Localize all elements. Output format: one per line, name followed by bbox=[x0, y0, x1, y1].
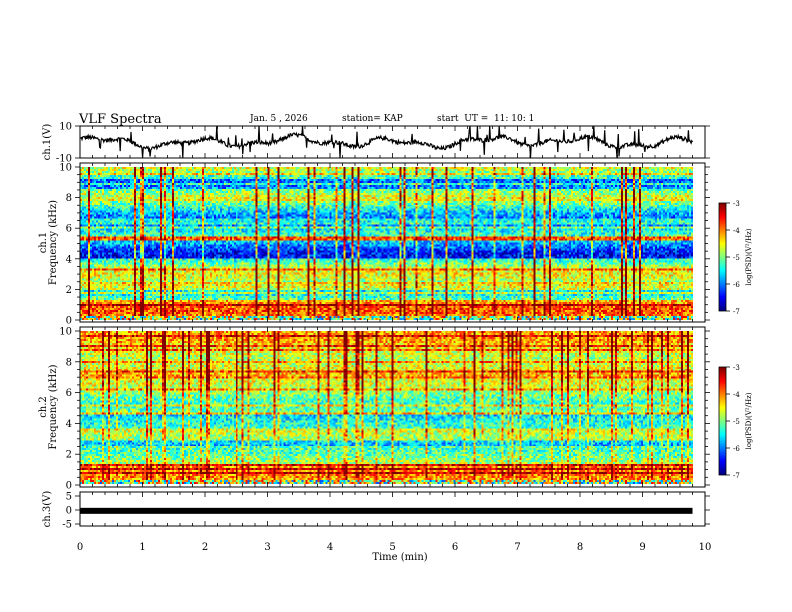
ch1-y-tick-label: -10 bbox=[56, 154, 72, 165]
ch1-spec-colorbar-tick-label: -7 bbox=[733, 308, 740, 316]
ch3-y-tick-label: -5 bbox=[62, 520, 72, 531]
ch2-spec-y-tick-label: 10 bbox=[59, 327, 72, 338]
x-tick-label: 2 bbox=[202, 542, 208, 553]
ch2-spectrogram-image bbox=[80, 331, 705, 484]
x-tick-label: 7 bbox=[514, 542, 520, 553]
x-tick-label: 3 bbox=[264, 542, 270, 553]
ch1-spec-colorbar-label: log(PSD)(V²/Hz) bbox=[745, 228, 753, 285]
x-tick-label: 1 bbox=[139, 542, 145, 553]
ch2-spec-colorbar-tick-label: -6 bbox=[733, 445, 740, 453]
ch1-spectrogram-image bbox=[80, 167, 705, 320]
x-tick-label: 4 bbox=[327, 542, 333, 553]
x-tick-label: 6 bbox=[452, 542, 458, 553]
ch2-spec-ylabel-channel: ch.2 bbox=[38, 396, 49, 418]
ch1-y-tick-label: 10 bbox=[59, 122, 72, 133]
ch1-spec-y-tick-label: 2 bbox=[66, 285, 72, 296]
ch1-spec-colorbar-frame bbox=[718, 202, 727, 312]
ch1-spec-colorbar-tick-label: -4 bbox=[733, 227, 740, 235]
ch2-spec-y-tick-label: 8 bbox=[66, 357, 72, 368]
ch1-waveform-panel-frame bbox=[79, 125, 706, 159]
ch3-y-tick-label: 0 bbox=[66, 506, 72, 517]
ch1-waveform-line bbox=[79, 125, 694, 159]
ch2-colorbar bbox=[719, 367, 726, 475]
ch2-spec-colorbar-tick-label: -4 bbox=[733, 391, 740, 399]
x-tick-label: 10 bbox=[699, 542, 712, 553]
ch1-spec-ylabel-frequency: Frequency (kHz) bbox=[48, 200, 59, 285]
ch2-spec-y-tick-label: 2 bbox=[66, 450, 72, 461]
ch2-spec-ylabel-frequency: Frequency (kHz) bbox=[48, 364, 59, 449]
ch3-waveform-band bbox=[80, 507, 693, 514]
ch2-spec-colorbar-tick-label: -5 bbox=[733, 418, 740, 426]
ch2-spec-y-tick-label: 0 bbox=[66, 481, 72, 492]
x-tick-label: 8 bbox=[577, 542, 583, 553]
ch1-ylabel: ch.1(V) bbox=[42, 124, 53, 161]
ch2-spec-y-tick-label: 4 bbox=[66, 419, 72, 430]
ch1-colorbar bbox=[719, 203, 726, 311]
ch3-y-tick-label: 5 bbox=[66, 492, 72, 503]
ch2-spec-colorbar-label: log(PSD)(V²/Hz) bbox=[745, 392, 753, 449]
station-label: station= KAP bbox=[342, 114, 403, 124]
ch2-spec-colorbar-tick-label: -7 bbox=[733, 472, 740, 480]
date-label: Jan. 5 , 2026 bbox=[250, 114, 308, 124]
ch1-spec-colorbar-tick-label: -6 bbox=[733, 281, 740, 289]
ch1-spec-ylabel-channel: ch.1 bbox=[38, 232, 49, 254]
ch2-spec-colorbar-tick-label: -3 bbox=[733, 364, 740, 372]
x-tick-label: 9 bbox=[639, 542, 645, 553]
x-tick-label: 0 bbox=[77, 542, 83, 553]
ch2-spec-y-tick-label: 6 bbox=[66, 388, 72, 399]
x-tick-label: 5 bbox=[389, 542, 395, 553]
ch2-spec-colorbar-frame bbox=[718, 366, 727, 476]
ch1-spec-colorbar-tick-label: -5 bbox=[733, 254, 740, 262]
ch1-spectrogram-panel-frame bbox=[79, 162, 706, 323]
ch1-spec-colorbar-tick-label: -3 bbox=[733, 200, 740, 208]
ch3-ylabel: ch.3(V) bbox=[42, 491, 53, 528]
ch1-spec-y-tick-label: 4 bbox=[66, 254, 72, 265]
ch1-spec-y-tick-label: 0 bbox=[66, 316, 72, 327]
ch1-spec-y-tick-label: 8 bbox=[66, 193, 72, 204]
x-axis-label: Time (min) bbox=[372, 552, 427, 563]
ch2-spectrogram-panel-frame bbox=[79, 326, 706, 488]
ch1-spec-y-tick-label: 10 bbox=[59, 163, 72, 174]
start-time-label: start UT = 11: 10: 1 bbox=[437, 114, 535, 124]
ch1-spec-y-tick-label: 6 bbox=[66, 224, 72, 235]
figure-title: VLF Spectra bbox=[79, 112, 162, 127]
ch3-waveform-panel-frame bbox=[79, 491, 706, 527]
